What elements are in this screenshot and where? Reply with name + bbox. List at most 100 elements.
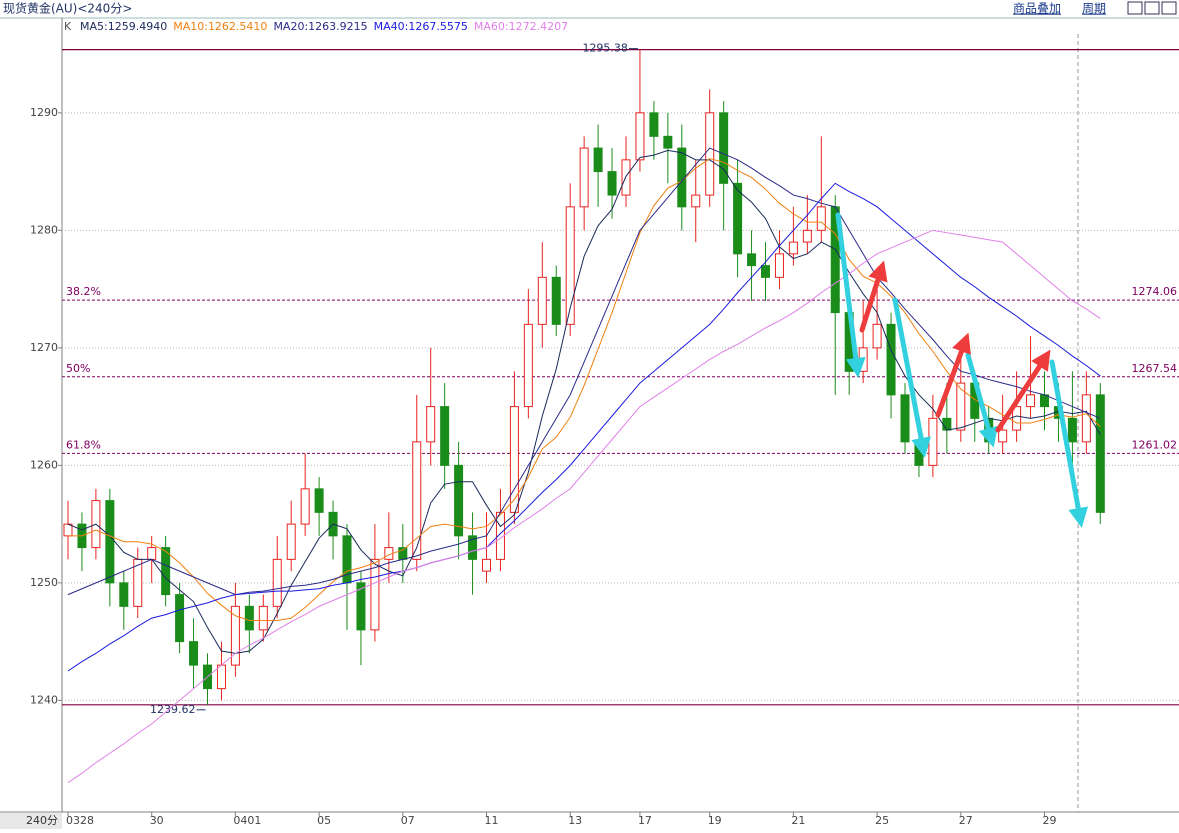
x-tick-label: 29 (1043, 814, 1057, 827)
fib-name: 50% (66, 362, 90, 375)
candle-body (551, 276, 561, 325)
fib-name: 38.2% (66, 285, 101, 298)
candle-body (161, 547, 171, 596)
min-label: 1239.62 (150, 703, 196, 716)
y-tick-label: 1280 (30, 223, 58, 236)
x-tick-label: 25 (875, 814, 889, 827)
candle-body (719, 112, 729, 184)
x-tick-label: 27 (959, 814, 973, 827)
candle-body (998, 429, 1008, 443)
legend-entry: MA5:1259.4940 (80, 20, 167, 33)
candle-body (886, 323, 896, 396)
candle-body (370, 558, 380, 631)
legend-entry: MA60:1272.4207 (474, 20, 568, 33)
max-label: 1295.38 (582, 42, 628, 55)
trend-arrows (835, 212, 1089, 528)
x-tick-label: 30 (150, 814, 164, 827)
x-tick-label: 17 (638, 814, 652, 827)
ma-line (67, 149, 1101, 654)
candle-body (1095, 394, 1105, 513)
y-tick-label: 1240 (30, 693, 58, 706)
candle-body (607, 171, 617, 196)
candle-body (691, 194, 701, 208)
candle-body (774, 253, 784, 278)
candle-body (900, 394, 910, 443)
plot: 1240 1250 1260 1270 1280 1290 0328 30 0401 05 07 11… (30, 42, 1179, 827)
candle-body (482, 558, 491, 572)
y-tick-label: 1270 (30, 341, 58, 354)
candle-body (509, 406, 519, 513)
candle-body (105, 500, 115, 584)
x-tick-label: 21 (791, 814, 805, 827)
candle-body (1026, 394, 1036, 408)
legend: K MA5:1259.4940 MA10:1262.5410 MA20:1263.92… (64, 20, 568, 33)
candle-body (565, 206, 575, 325)
candle-body (663, 135, 673, 149)
candle-body (593, 147, 603, 173)
candle-body (1012, 406, 1022, 431)
candle-body (579, 147, 589, 208)
toolbar-title: 现货黄金(AU)<240分> (3, 1, 132, 16)
candle-body (454, 464, 464, 537)
ma-line (67, 182, 1101, 672)
candle-body (440, 406, 450, 466)
candle-body (468, 535, 478, 560)
y-tick-label: 1290 (30, 106, 58, 119)
candle-body (788, 241, 798, 255)
x-tick-label: 0328 (66, 814, 94, 827)
period-label: 240分 (26, 814, 58, 827)
y-tick-label: 1260 (30, 458, 58, 471)
x-tick-label: 05 (317, 814, 331, 827)
candle-body (258, 605, 268, 631)
candle-body (63, 523, 73, 537)
candle-body (272, 558, 282, 607)
candle-body (175, 594, 185, 643)
window-buttons[interactable] (1127, 1, 1177, 15)
candle-body (942, 417, 952, 431)
candle-body (119, 582, 129, 607)
candle-body (189, 641, 199, 666)
candle-body (761, 265, 770, 278)
candle-body (244, 605, 254, 631)
x-tick-label: 11 (485, 814, 499, 827)
candle-body (216, 664, 226, 690)
candle-body (314, 488, 324, 513)
candle-body (858, 347, 868, 372)
y-tick-label: 1250 (30, 576, 58, 589)
legend-entry: MA10:1262.5410 (173, 20, 267, 33)
period-button[interactable]: 周期 (1082, 2, 1106, 16)
candle-body (956, 382, 966, 431)
candle-body (426, 406, 436, 443)
legend-entry: MA40:1267.5575 (374, 20, 468, 33)
candle-body (1081, 394, 1091, 443)
candle-body (733, 182, 743, 255)
candle-body (705, 112, 715, 196)
indicator-label: K (64, 20, 72, 33)
candle-body (286, 523, 296, 560)
candle-body (412, 441, 422, 560)
candle-body (230, 605, 240, 666)
ma-line (68, 158, 1101, 621)
candle-body (356, 582, 366, 631)
overlay-button[interactable]: 商品叠加 (1013, 1, 1061, 16)
x-tick-label: 19 (708, 814, 722, 827)
candle-body (928, 417, 938, 466)
toolbar (0, 0, 1179, 18)
fib-name: 61.8% (66, 438, 101, 451)
fib-value: 1274.06 (1132, 285, 1178, 298)
period-box (0, 813, 62, 829)
x-tick-label: 0401 (233, 814, 261, 827)
candle-body (635, 112, 645, 161)
candle-body (300, 488, 310, 525)
candle-body (523, 323, 533, 408)
candle-body (649, 112, 659, 137)
candle-body (1040, 394, 1049, 408)
candle-body (816, 206, 826, 231)
ma-line (67, 229, 1101, 784)
candle-body (147, 547, 157, 560)
x-tick-label: 07 (401, 814, 415, 827)
legend-entry: MA20:1263.9215 (273, 20, 367, 33)
fib-value: 1267.54 (1132, 362, 1178, 375)
fib-value: 1261.02 (1132, 438, 1178, 451)
